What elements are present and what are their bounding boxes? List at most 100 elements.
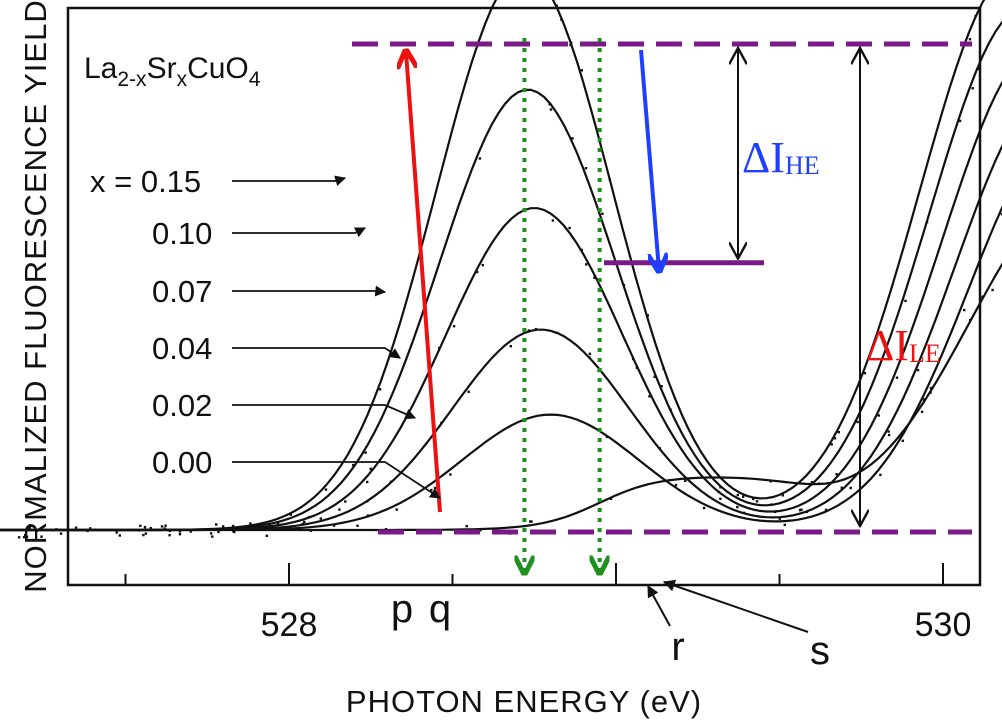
data-point (833, 437, 837, 440)
data-point (770, 503, 773, 506)
data-point (593, 276, 596, 279)
data-point (29, 524, 32, 527)
data-point (239, 528, 243, 531)
data-point (144, 528, 147, 531)
data-point (440, 421, 443, 425)
data-point (887, 430, 890, 433)
data-point (752, 497, 755, 501)
data-point (465, 524, 468, 528)
data-point (74, 526, 78, 529)
data-point (366, 480, 369, 484)
data-point (555, 4, 558, 7)
marker-label-s: s (810, 629, 830, 673)
plot-frame (66, 6, 982, 587)
data-point (584, 167, 588, 170)
data-point (835, 473, 838, 476)
data-point (529, 520, 532, 523)
marker-label-r: r (671, 625, 684, 669)
data-point (17, 536, 21, 539)
data-point (929, 391, 932, 394)
series-label-5: 0.00 (152, 445, 212, 480)
data-point (863, 372, 867, 375)
data-point (366, 514, 369, 517)
data-point (324, 488, 328, 491)
x-tick-label-1: 530 (915, 606, 972, 644)
series-line-0 (0, 0, 986, 532)
data-point (660, 385, 663, 388)
data-point (570, 41, 573, 44)
data-point (977, 67, 980, 71)
data-point (569, 43, 572, 47)
data-point (742, 511, 746, 515)
data-point (217, 530, 220, 534)
data-point (969, 319, 972, 322)
data-point (810, 481, 814, 484)
data-point (817, 482, 821, 485)
data-point (560, 18, 563, 21)
data-point (118, 534, 121, 537)
data-point (601, 212, 604, 215)
spectrum-curves (0, 0, 1002, 532)
data-point (588, 352, 592, 355)
le-shift-arrow (406, 52, 442, 513)
data-point (717, 490, 721, 494)
data-point (856, 420, 859, 424)
data-point (160, 525, 164, 528)
data-point (168, 534, 171, 537)
data-point (549, 108, 553, 111)
data-point (282, 528, 285, 531)
data-point (211, 535, 214, 538)
data-point (929, 386, 933, 390)
data-point (773, 510, 777, 514)
data-point (215, 523, 218, 526)
data-point (168, 529, 171, 533)
series-line-3 (0, 144, 1002, 532)
data-point (958, 119, 962, 123)
data-point (338, 508, 341, 511)
series-label-2: 0.07 (152, 274, 212, 309)
data-point (534, 327, 538, 331)
data-point (268, 523, 271, 526)
data-point (164, 524, 167, 527)
data-point (635, 366, 639, 369)
data-point (89, 527, 92, 530)
data-point (222, 525, 225, 528)
data-point (798, 509, 802, 512)
series-leader-3 (232, 347, 401, 359)
series-line-2 (0, 80, 1002, 532)
series-leader-5 (232, 461, 441, 499)
data-point (658, 447, 661, 450)
data-point (653, 375, 656, 378)
compound-label: La2-xSrxCuO4 (84, 52, 261, 91)
series-leader-1 (232, 227, 366, 238)
data-point (144, 532, 148, 535)
data-point (142, 533, 145, 537)
data-point (879, 473, 882, 477)
data-point (25, 535, 29, 538)
data-point (837, 431, 840, 434)
x-tick-label-0: 528 (261, 606, 318, 644)
data-point (55, 528, 58, 531)
data-point (467, 390, 470, 393)
data-point (840, 486, 843, 489)
data-point (59, 532, 63, 535)
data-point (974, 15, 977, 18)
data-point (901, 439, 904, 442)
r-pointer (647, 584, 671, 627)
data-point (137, 529, 141, 532)
data-point (662, 367, 665, 370)
data-point (178, 533, 182, 536)
data-point (301, 522, 304, 526)
data-point (925, 221, 929, 224)
data-point (895, 376, 899, 379)
data-point (40, 535, 43, 538)
data-point (364, 451, 367, 454)
guide-lines (352, 38, 972, 633)
series-leader-0 (232, 175, 347, 186)
data-point (605, 435, 609, 439)
data-point (648, 395, 651, 398)
data-point (178, 530, 182, 533)
data-scatter (17, 4, 1002, 539)
data-point (585, 263, 588, 266)
data-point (571, 137, 574, 140)
